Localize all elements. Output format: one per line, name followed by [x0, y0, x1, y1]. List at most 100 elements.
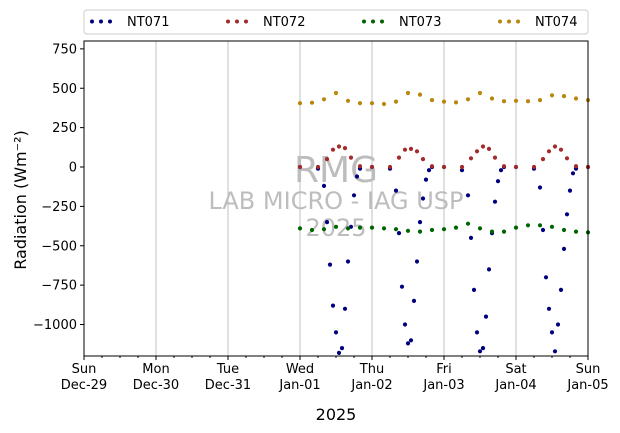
legend-marker — [235, 19, 239, 24]
data-point — [570, 171, 576, 176]
y-tick-label: 500 — [52, 82, 77, 97]
legend-marker — [516, 19, 520, 24]
data-point — [396, 231, 402, 236]
data-point — [552, 349, 558, 354]
data-point — [396, 155, 402, 160]
y-axis-label-text: Radiation — [11, 194, 30, 270]
data-point — [330, 303, 336, 308]
data-point — [468, 235, 474, 240]
data-point — [297, 101, 303, 106]
data-point — [555, 322, 561, 327]
data-point — [453, 100, 459, 105]
y-tick-label: 750 — [52, 42, 77, 57]
data-point — [414, 259, 420, 264]
data-point — [564, 212, 570, 217]
x-tick-label: Dec-30 — [133, 378, 179, 393]
data-point — [429, 98, 435, 103]
data-point — [498, 168, 504, 173]
legend-label: NT071 — [127, 15, 169, 30]
y-tick-label: −250 — [41, 200, 77, 215]
data-point — [408, 338, 414, 343]
x-tick-day: Sun — [576, 362, 601, 377]
data-point — [321, 227, 327, 232]
y-tick-label: −500 — [41, 239, 77, 254]
data-point — [309, 227, 315, 233]
x-tick-day: Tue — [216, 362, 239, 377]
x-tick-day: Sun — [72, 362, 97, 377]
legend-marker — [99, 19, 103, 24]
data-point — [537, 98, 543, 103]
data-point — [558, 147, 564, 152]
data-point — [459, 164, 465, 170]
data-point — [483, 314, 489, 319]
data-point — [348, 155, 354, 160]
data-point — [537, 185, 543, 190]
data-point — [399, 284, 405, 289]
data-point — [381, 101, 387, 107]
data-point — [558, 287, 564, 292]
x-tick-label: Jan-05 — [566, 378, 608, 393]
data-point — [405, 228, 411, 233]
data-point — [369, 164, 375, 170]
x-tick-label: Dec-29 — [61, 378, 107, 393]
data-point — [477, 226, 483, 231]
legend-marker — [108, 19, 112, 24]
data-point — [417, 229, 423, 234]
data-point — [402, 322, 408, 327]
data-point — [321, 183, 327, 188]
data-point — [297, 226, 303, 231]
x-tick-day: Thu — [359, 362, 384, 377]
data-point — [549, 330, 555, 335]
data-point — [480, 144, 486, 149]
data-point — [423, 177, 429, 182]
x-tick-label: Jan-03 — [422, 378, 464, 393]
data-series — [297, 90, 591, 355]
data-point — [495, 179, 501, 184]
x-tick-day: Sat — [505, 362, 526, 377]
data-point — [513, 164, 519, 170]
data-point — [573, 96, 579, 101]
data-point — [501, 99, 507, 104]
data-point — [330, 147, 336, 152]
x-axis: SunDec-29MonDec-30TueDec-31WedJan-01ThuJ… — [61, 356, 609, 393]
data-point — [525, 99, 531, 104]
data-point — [354, 174, 360, 179]
data-point — [537, 223, 543, 228]
data-point — [357, 101, 363, 106]
data-point — [339, 346, 345, 351]
legend-label: NT074 — [535, 15, 577, 30]
legend-label: NT073 — [399, 15, 441, 30]
data-point — [489, 229, 495, 234]
y-axis-label: Radiation (Wm⁻²) — [11, 130, 30, 269]
legend-marker — [498, 19, 502, 24]
x-tick-label: Dec-31 — [205, 378, 251, 393]
legend: NT071 NT072 NT073 NT074 — [83, 9, 589, 35]
y-axis: 750 500 250 0 −250 −500 −750 −1000 — [33, 42, 84, 333]
data-point — [351, 193, 357, 198]
legend-box — [83, 9, 589, 35]
data-point — [441, 227, 447, 232]
data-point — [480, 346, 486, 351]
data-point — [513, 225, 519, 230]
x-tick-day: Wed — [286, 362, 314, 377]
x-tick-label: Jan-01 — [278, 378, 320, 393]
legend-marker — [362, 19, 366, 24]
data-point — [492, 155, 498, 160]
data-point — [513, 98, 519, 103]
data-point — [561, 227, 567, 233]
data-point — [540, 227, 546, 233]
series-nt074 — [297, 90, 591, 107]
data-point — [393, 188, 399, 193]
data-point — [333, 330, 339, 335]
series-nt072 — [297, 144, 591, 170]
data-point — [342, 306, 348, 311]
legend-marker — [371, 19, 375, 24]
data-point — [324, 220, 330, 225]
data-point — [501, 164, 507, 169]
data-point — [321, 97, 327, 102]
data-point — [426, 168, 432, 173]
data-point — [540, 157, 546, 162]
legend-label: NT072 — [263, 15, 305, 30]
data-point — [408, 146, 414, 151]
data-point — [393, 227, 399, 232]
